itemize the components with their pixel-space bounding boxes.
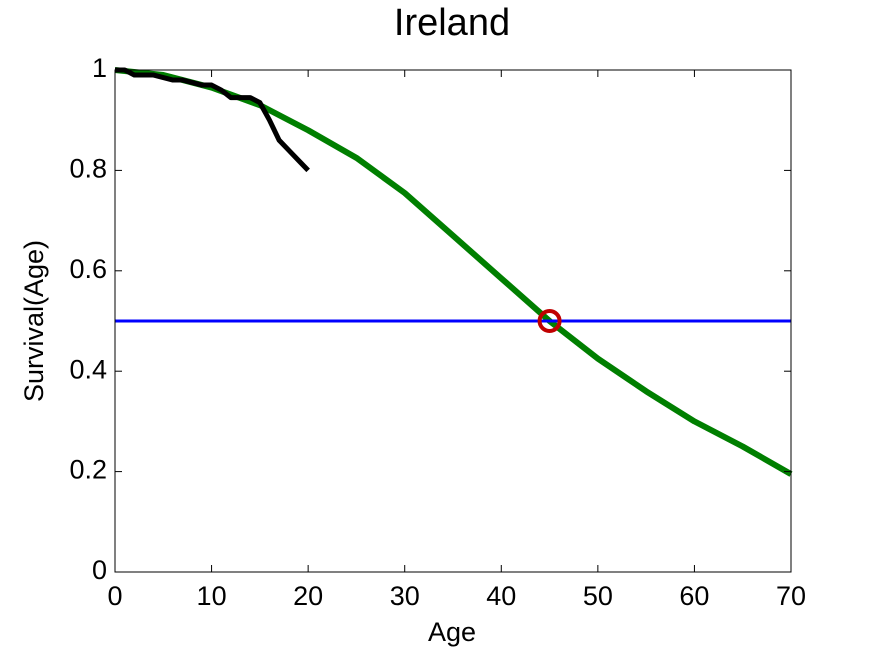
x-tick-label: 70 [776,581,806,611]
series-line [115,67,310,173]
y-tick-label: 0.8 [69,154,107,184]
y-axis-label: Survival(Age) [19,240,49,402]
x-tick-label: 20 [293,581,323,611]
x-axis-label: Age [428,617,476,647]
x-tick-label: 10 [197,581,227,611]
y-tick-label: 0.4 [69,354,107,384]
x-tick-label: 50 [583,581,613,611]
plot-area [114,67,793,477]
y-tick-label: 0 [92,555,107,585]
y-tick-label: 0.6 [69,254,107,284]
y-tick-label: 1 [92,53,107,83]
chart-title: Ireland [394,2,510,44]
x-tick-label: 0 [107,581,122,611]
axes-box [114,69,792,573]
x-tick-label: 40 [486,581,516,611]
marker [537,309,562,333]
series-line [114,67,793,477]
x-tick-label: 30 [390,581,420,611]
x-tick-label: 60 [679,581,709,611]
y-tick-label: 0.2 [69,455,107,485]
